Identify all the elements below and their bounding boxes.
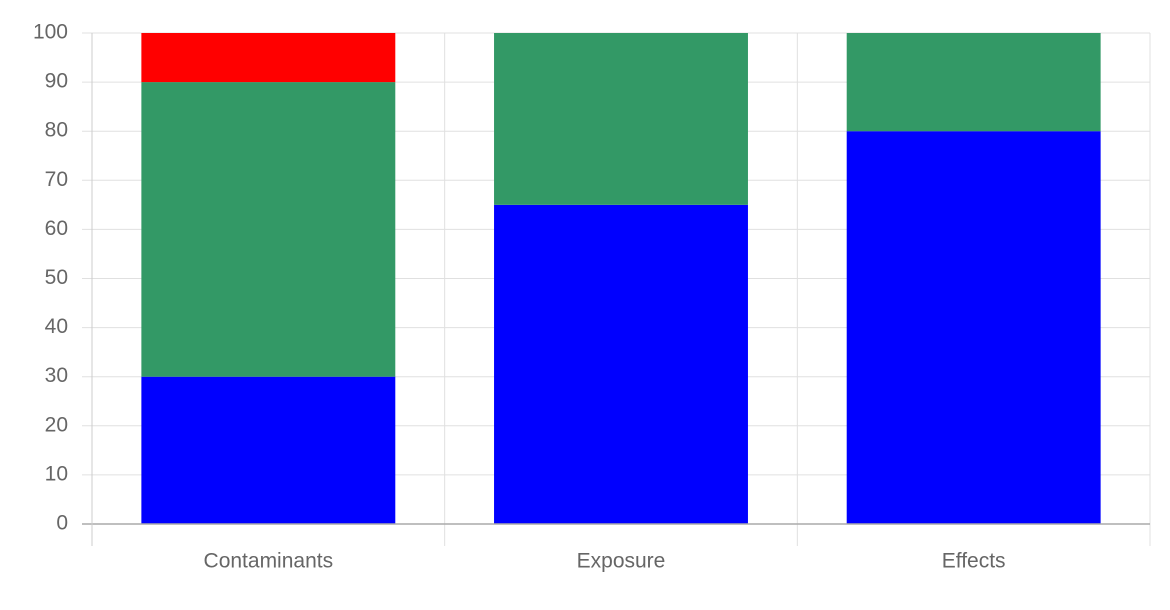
y-tick-label: 0: [56, 512, 68, 535]
y-tick-label: 20: [45, 413, 68, 436]
y-tick-label: 70: [45, 168, 68, 191]
bar-segment: [494, 33, 748, 205]
y-tick-label: 90: [45, 70, 68, 93]
y-tick-label: 60: [45, 217, 68, 240]
y-tick-label: 80: [45, 119, 68, 142]
x-tick-label: Contaminants: [204, 550, 334, 573]
x-tick-label: Effects: [942, 550, 1006, 573]
bar-segment: [846, 131, 1101, 524]
y-tick-label: 10: [45, 462, 68, 485]
bar-segment: [494, 204, 748, 524]
bar-segment: [141, 376, 396, 524]
bar-segment: [846, 33, 1101, 132]
y-tick-label: 100: [33, 21, 68, 44]
bar-segment: [141, 82, 396, 377]
y-tick-label: 30: [45, 364, 68, 387]
x-tick-label: Exposure: [577, 550, 666, 573]
y-tick-label: 50: [45, 266, 68, 289]
bar-segment: [141, 33, 396, 83]
y-tick-label: 40: [45, 315, 68, 338]
